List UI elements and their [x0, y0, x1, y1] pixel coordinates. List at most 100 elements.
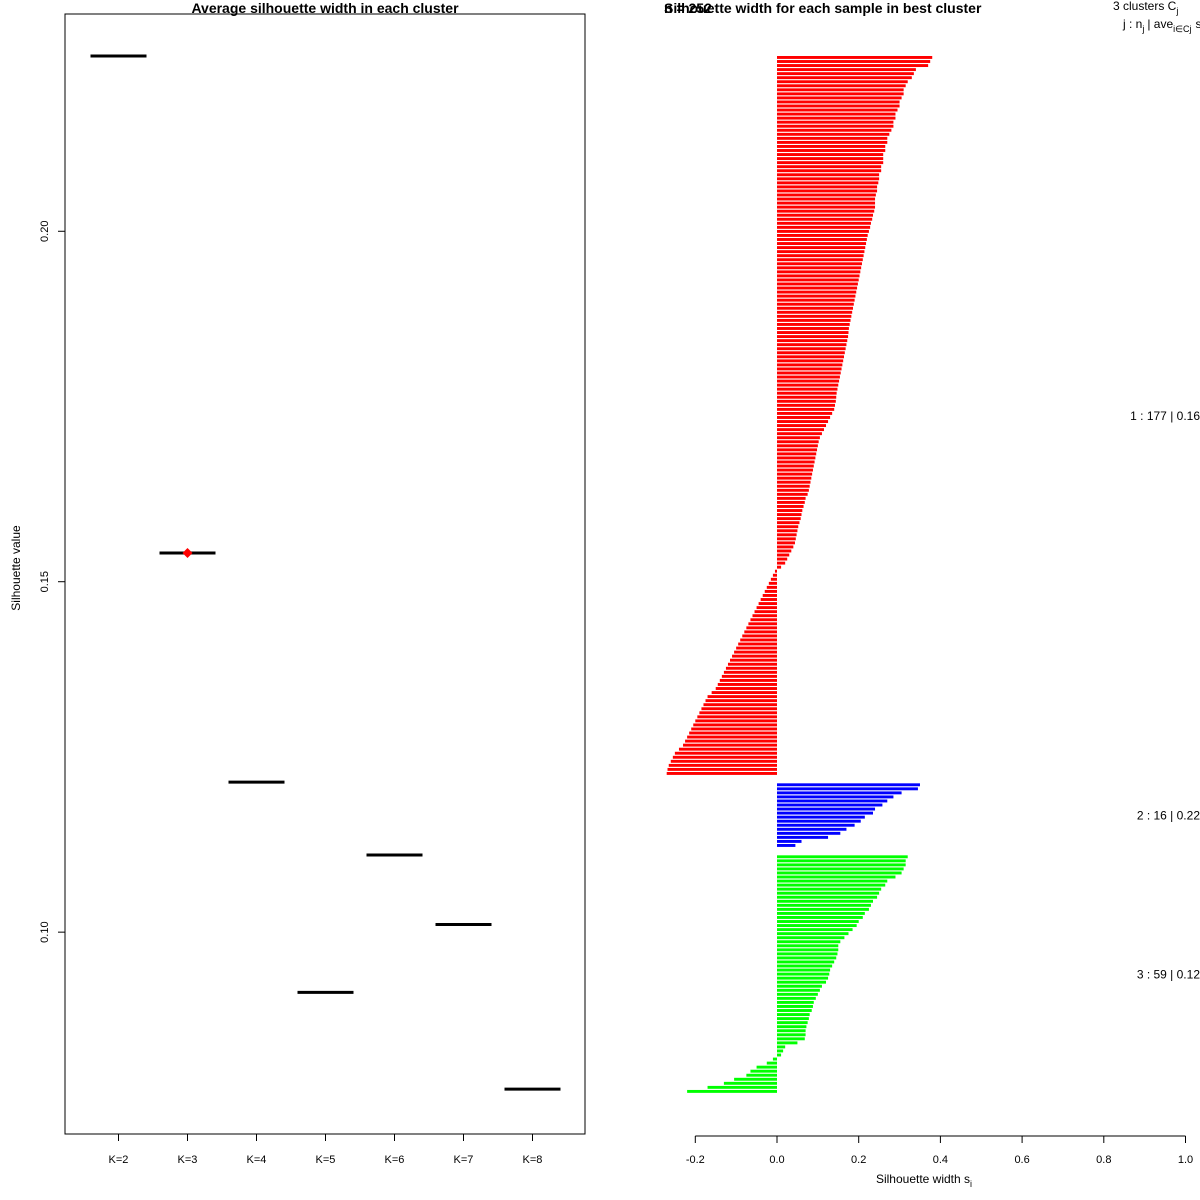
- silhouette-bar: [742, 634, 777, 638]
- silhouette-bar: [777, 140, 888, 144]
- silhouette-bar: [777, 492, 808, 496]
- silhouette-bar: [744, 630, 777, 634]
- silhouette-bar: [777, 76, 912, 80]
- silhouette-bar: [725, 666, 777, 670]
- silhouette-bar: [711, 691, 777, 695]
- silhouette-bar: [777, 274, 860, 278]
- silhouette-bar: [777, 302, 854, 306]
- silhouette-bar: [777, 521, 800, 525]
- silhouette-bar: [777, 553, 790, 557]
- silhouette-bar: [674, 751, 777, 755]
- silhouette-bar: [715, 687, 777, 690]
- silhouette-bar: [777, 185, 878, 189]
- silhouette-bar: [777, 132, 890, 136]
- header-line2-sub: j: [1141, 24, 1144, 34]
- silhouette-bar: [777, 940, 841, 944]
- silhouette-bar: [768, 581, 777, 585]
- silhouette-bar: [667, 767, 777, 771]
- right-x-tick-label: 0.4: [933, 1154, 948, 1166]
- silhouette-bar: [734, 650, 777, 654]
- silhouette-bar: [777, 318, 851, 322]
- silhouette-bar: [727, 662, 777, 666]
- silhouette-bar: [777, 1009, 812, 1012]
- silhouette-bar: [777, 533, 797, 537]
- silhouette-bar: [777, 952, 838, 956]
- silhouette-bar: [777, 863, 906, 867]
- silhouette-bar: [777, 153, 884, 156]
- silhouette-bar: [777, 496, 806, 500]
- silhouette-bar: [777, 144, 886, 148]
- silhouette-bar: [777, 322, 850, 326]
- silhouette-bar: [777, 229, 869, 233]
- silhouette-bar: [777, 391, 837, 395]
- silhouette-bar: [766, 1061, 777, 1065]
- silhouette-bar: [707, 1085, 777, 1089]
- silhouette-bar: [777, 1041, 798, 1045]
- silhouette-bar: [670, 759, 777, 763]
- silhouette-bar: [748, 622, 777, 626]
- silhouette-bar: [777, 205, 876, 209]
- silhouette-bar: [772, 573, 777, 577]
- silhouette-bar: [777, 509, 803, 512]
- silhouette-bar: [777, 416, 831, 419]
- silhouette-bar: [777, 1033, 806, 1037]
- header-line1: 3 clusters Cj: [1113, 0, 1178, 16]
- silhouette-bar: [762, 594, 777, 597]
- silhouette-bar: [777, 964, 833, 968]
- silhouette-bar: [701, 707, 777, 711]
- silhouette-bar: [777, 56, 933, 59]
- silhouette-bar: [683, 743, 777, 747]
- silhouette-bar: [777, 112, 896, 116]
- silhouette-bar: [777, 165, 882, 169]
- right-header: 3 clusters Cj j : nj | avei∈Cj s: [1113, 0, 1200, 34]
- silhouette-bar: [777, 84, 906, 88]
- silhouette-bar: [777, 343, 847, 347]
- silhouette-bar: [777, 1037, 805, 1041]
- silhouette-bar: [777, 128, 892, 132]
- silhouette-bar: [777, 383, 839, 387]
- header-line2-tail: s: [1196, 17, 1200, 31]
- silhouette-bar: [770, 577, 777, 581]
- silhouette-bar: [777, 246, 866, 250]
- silhouette-bar: [777, 911, 865, 915]
- silhouette-bar: [777, 1000, 814, 1004]
- silhouette-bar: [777, 936, 845, 940]
- silhouette-bar: [777, 803, 883, 807]
- silhouette-bar: [777, 807, 876, 811]
- silhouette-bar: [777, 120, 894, 124]
- header-line2-mid: | ave: [1147, 17, 1173, 31]
- cluster-summary-label: 2 : 16 | 0.22: [1137, 809, 1200, 823]
- silhouette-bar: [777, 1053, 782, 1057]
- right-x-tick-label: 0.6: [1014, 1154, 1029, 1166]
- left-y-tick-label: 0.15: [39, 571, 51, 592]
- silhouette-bar: [777, 968, 831, 972]
- silhouette-bar: [777, 517, 801, 521]
- cluster-summary-label: 3 : 59 | 0.12: [1137, 968, 1200, 982]
- right-x-tick-label: 1.0: [1178, 1154, 1193, 1166]
- silhouette-bar: [678, 747, 777, 751]
- silhouette-bar: [695, 719, 777, 723]
- silhouette-bar: [754, 610, 777, 614]
- right-bars: [666, 56, 933, 1093]
- silhouette-bar: [777, 379, 840, 383]
- silhouette-bar: [746, 1073, 777, 1077]
- right-panel: n = 252 Silhouette width for each sample…: [664, 0, 1200, 1189]
- silhouette-bar: [777, 290, 857, 294]
- silhouette-bar: [777, 476, 812, 480]
- silhouette-bar: [685, 739, 777, 743]
- silhouette-bar: [777, 891, 880, 895]
- silhouette-bar: [777, 193, 876, 197]
- silhouette-bar: [777, 549, 792, 553]
- silhouette-bar: [777, 327, 849, 330]
- right-x-tick-label: 0.8: [1096, 1154, 1111, 1166]
- silhouette-bar: [777, 157, 884, 161]
- silhouette-bar: [689, 731, 777, 735]
- left-x-tick-label: K=7: [454, 1154, 474, 1166]
- silhouette-bar: [777, 932, 849, 936]
- silhouette-bar: [777, 460, 815, 464]
- left-chart-title: Average silhouette width in each cluster: [191, 0, 459, 16]
- silhouette-bar: [777, 1045, 786, 1049]
- silhouette-bar: [777, 331, 849, 334]
